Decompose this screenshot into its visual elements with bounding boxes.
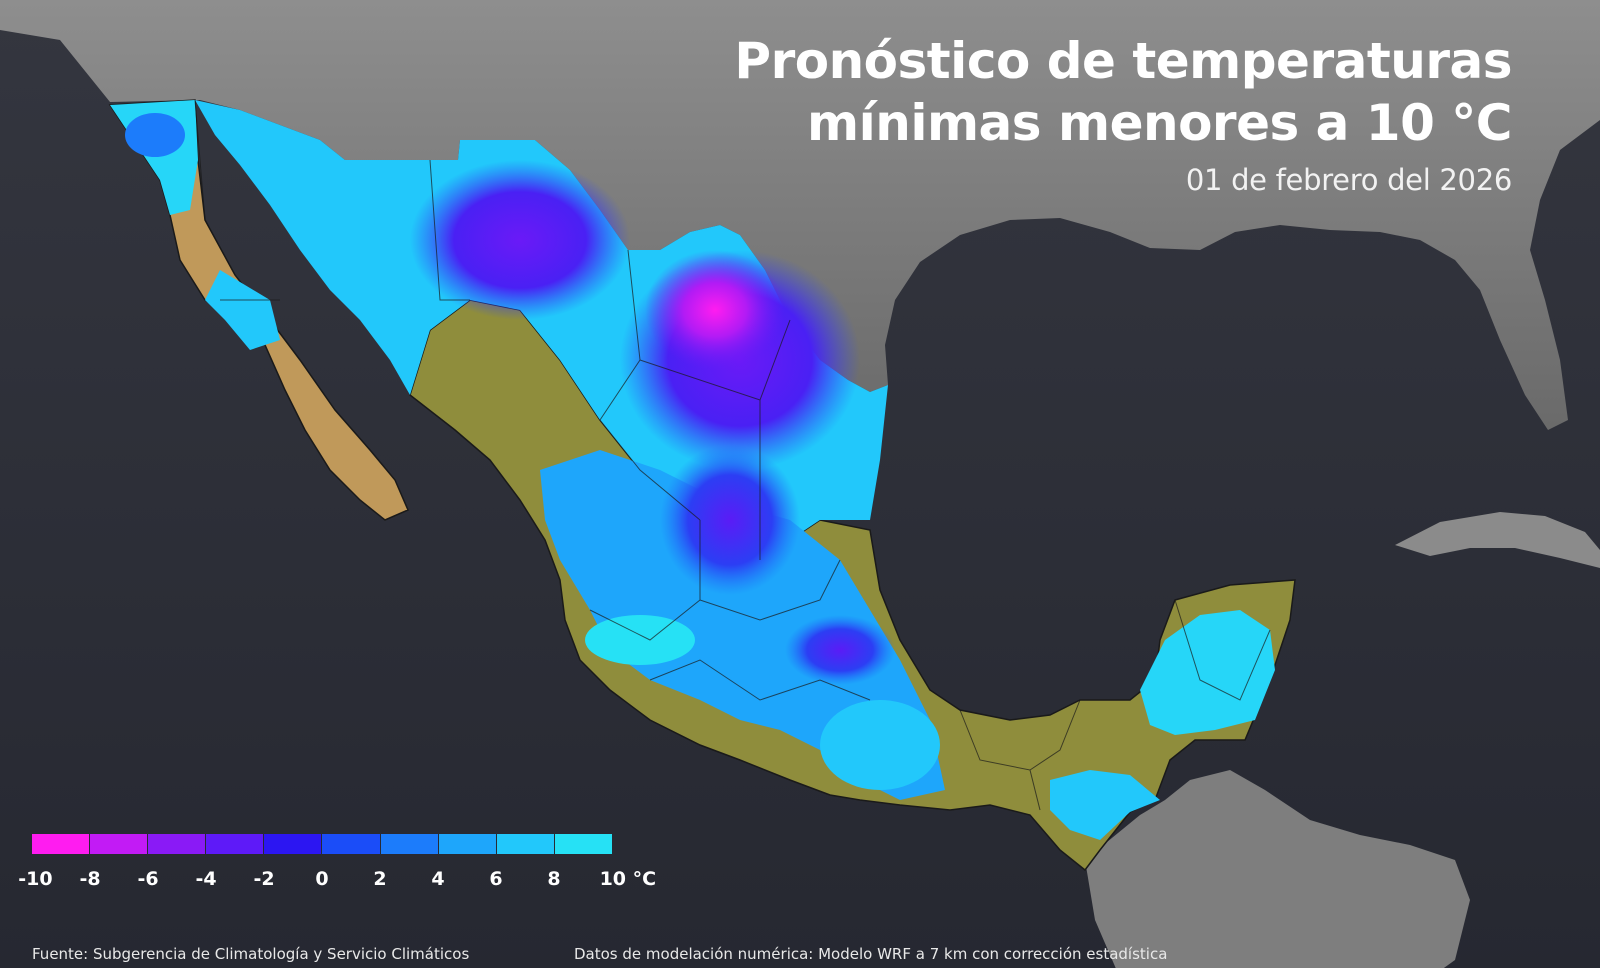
legend-swatch [380,834,438,854]
legend-tick: -8 [79,868,101,890]
yucatan-cold [1140,610,1275,735]
chiapas-cold [1050,770,1160,840]
footer-model: Datos de modelación numérica: Modelo WRF… [574,945,1168,963]
legend-swatch [90,834,148,854]
cuba-island [1395,512,1600,568]
baja-cold-spot [125,113,185,157]
guerrero-cold-lobe [820,700,940,790]
bottom-strip [0,968,1600,978]
legend-swatch [438,834,496,854]
legend-tick: -10 [18,868,53,890]
legend-tick: 0 [315,868,329,890]
map-title-line2: mínimas menores a 10 °C [806,94,1513,152]
legend-color-bar [32,834,612,854]
usa-landmass [0,0,1600,430]
legend-tick: 4 [431,868,445,890]
legend-swatch [554,834,612,854]
legend-tick: 10 °C [599,868,657,890]
legend-swatch [148,834,206,854]
state-boundaries [194,99,1271,811]
map-date: 01 de febrero del 2026 [1185,163,1512,197]
legend-tick: 8 [547,868,561,890]
legend-swatch [496,834,554,854]
legend-swatch [206,834,264,854]
southern-cold-lobe [585,615,695,665]
legend-tick: 2 [373,868,387,890]
chihuahua-cold [410,160,630,320]
baja-south-cold [205,270,280,350]
map-title-line1: Pronóstico de temperaturas [734,32,1512,90]
legend-tick: -4 [195,868,217,890]
legend-tick-labels: -10 -8 -6 -4 -2 0 2 4 6 8 10 °C [18,868,656,898]
legend-tick: -2 [253,868,275,890]
footer-source: Fuente: Subgerencia de Climatología y Se… [32,945,470,963]
nuevo-leon-cold-core [645,250,785,370]
temperature-legend: -10 -8 -6 -4 -2 0 2 4 6 8 10 °C [18,834,656,894]
puebla-cold [785,615,895,685]
legend-tick: 6 [489,868,503,890]
map-title: Pronóstico de temperaturas mínimas menor… [734,30,1512,154]
legend-swatch [32,834,90,854]
legend-swatch [322,834,380,854]
legend-tick: -6 [137,868,159,890]
central-america-landmass [1085,770,1470,978]
legend-swatch [264,834,322,854]
central-highland-cold [660,445,800,595]
